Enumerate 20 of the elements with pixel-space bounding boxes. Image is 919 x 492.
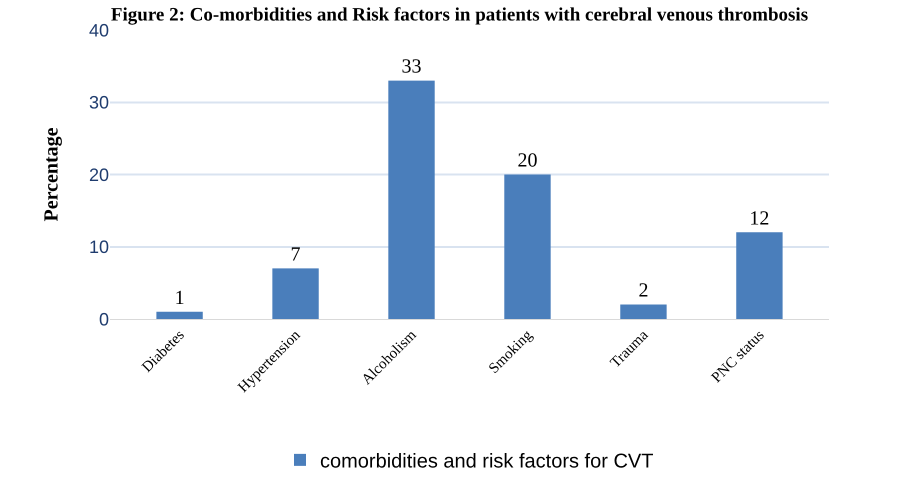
data-label: 7	[290, 243, 301, 266]
bar	[736, 232, 783, 319]
data-label: 2	[638, 280, 648, 302]
y-tick-label: 10	[88, 237, 109, 258]
legend-label: comorbidities and risk factors for CVT	[320, 450, 654, 473]
y-axis-title: Percentage	[40, 127, 62, 222]
bar	[272, 268, 319, 319]
bar	[156, 312, 203, 319]
data-label: 20	[517, 150, 538, 172]
chart-title: Figure 2: Co-morbidities and Risk factors in patients with cerebral venous thrombosis	[110, 4, 808, 26]
y-tick-label: 40	[88, 20, 109, 40]
bar	[504, 174, 551, 319]
bar	[620, 304, 667, 319]
y-tick-label: 0	[98, 309, 109, 330]
y-tick-label: 30	[88, 92, 109, 113]
bar	[388, 80, 435, 319]
data-label: 33	[402, 56, 422, 78]
data-label: 12	[749, 207, 770, 230]
data-label: 1	[174, 286, 185, 309]
y-tick-label: 20	[88, 164, 109, 185]
